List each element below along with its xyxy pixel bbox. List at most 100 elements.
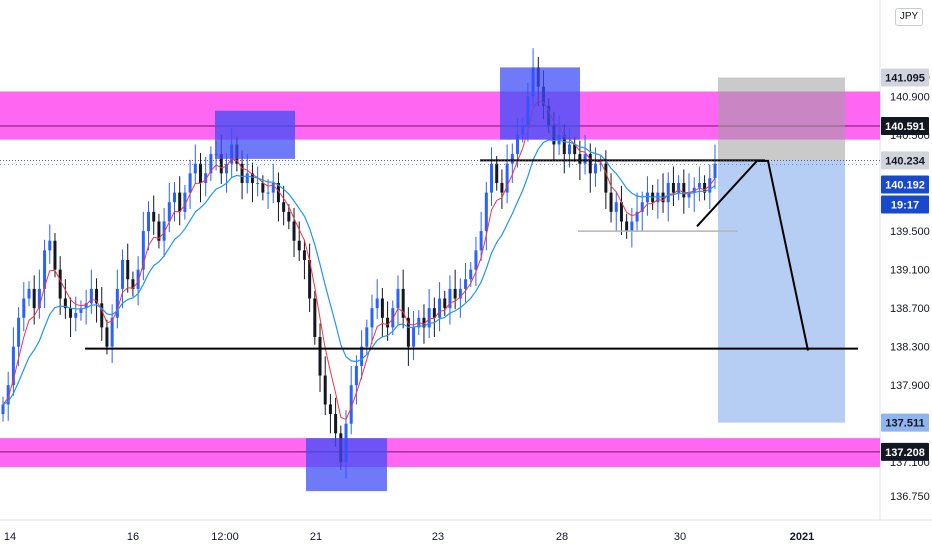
price-badge-label: 140.192 — [885, 179, 925, 191]
price-badge-label: 141.095 — [885, 73, 925, 85]
candle-body — [209, 154, 213, 174]
candle-body — [443, 298, 447, 309]
candle-body — [645, 192, 649, 203]
candle-body — [162, 221, 166, 241]
candle-body — [635, 211, 639, 222]
candle-body — [697, 182, 701, 188]
currency-button[interactable]: JPY — [895, 8, 923, 26]
price-badge — [881, 175, 929, 194]
candle-body — [386, 317, 390, 328]
y-tick-label: 138.700 — [890, 303, 930, 315]
candle-body — [593, 163, 597, 174]
fast-moving-average — [2, 100, 716, 421]
candle-body — [671, 182, 675, 193]
candle-body — [562, 134, 566, 155]
y-tick-label: 137.900 — [890, 380, 930, 392]
candle-body — [43, 250, 47, 289]
price-badge — [881, 151, 929, 170]
candle-body — [370, 308, 374, 328]
moving-averages — [2, 100, 716, 421]
candle-body — [157, 221, 161, 241]
zones-layer — [0, 77, 880, 468]
candle-body — [406, 317, 410, 347]
candle-body — [287, 211, 291, 222]
price-badge — [881, 68, 929, 87]
price-badges: 141.095 140.591 140.234 140.192 19:17 137.511… — [881, 68, 929, 461]
candle-body — [69, 308, 73, 318]
candle-body — [360, 346, 364, 366]
x-tick-label: 16 — [127, 531, 139, 543]
candle-body — [63, 298, 67, 309]
candle-body — [219, 154, 223, 174]
price-badge — [881, 195, 929, 214]
candle-body — [198, 163, 202, 183]
candle-body — [365, 327, 369, 347]
candle-body — [412, 327, 416, 347]
candle-body — [323, 375, 327, 405]
candle-body — [183, 192, 187, 212]
candle-body — [245, 173, 249, 183]
candle-body — [313, 298, 317, 338]
top-highlight-box-1 — [215, 110, 295, 159]
candle-body — [256, 182, 260, 184]
candle-body — [178, 192, 182, 212]
candle-body — [1, 404, 5, 415]
candle-body — [495, 163, 499, 183]
candle-body — [703, 182, 707, 193]
candle-body — [666, 182, 670, 203]
candle-body — [619, 202, 623, 222]
candle-body — [396, 288, 400, 309]
candle-body — [17, 317, 21, 347]
grid-lines — [0, 0, 932, 521]
price-badge — [881, 117, 929, 136]
candle-body — [432, 308, 436, 318]
candle-body — [74, 312, 78, 318]
candle-body — [318, 337, 322, 376]
candle-body — [614, 202, 618, 212]
candle-body — [713, 163, 717, 179]
candle-body — [37, 288, 41, 309]
candle-body — [573, 144, 577, 155]
take-profit-box — [718, 160, 845, 423]
candle-body — [578, 154, 582, 164]
candle-body — [453, 288, 457, 299]
top-highlight-box-2 — [500, 67, 580, 140]
candle-body — [687, 192, 691, 198]
candle-body — [131, 279, 135, 289]
candle-body — [271, 182, 275, 193]
candle-body — [438, 298, 442, 318]
candle-body — [422, 317, 426, 328]
candle-body — [167, 202, 171, 222]
x-tick-label: 12:00 — [211, 531, 239, 543]
candle-body — [328, 404, 332, 415]
y-tick-label: 136.750 — [890, 491, 930, 503]
candle-body — [224, 163, 228, 174]
price-badge — [881, 442, 929, 461]
candle-body — [173, 192, 177, 203]
candle-body — [567, 144, 571, 155]
candle-body — [261, 182, 265, 193]
candle-body — [583, 154, 587, 164]
candle-body — [126, 260, 130, 280]
stop-loss-box — [718, 77, 845, 161]
candle-body — [474, 250, 478, 270]
price-badge-label: 140.234 — [885, 155, 926, 167]
price-axis: 141.100140.900140.500139.500139.100138.7… — [890, 72, 930, 503]
candle-body — [121, 260, 125, 289]
candle-body — [505, 163, 509, 193]
candle-body — [469, 269, 473, 280]
candle-body — [458, 288, 462, 299]
candle-body — [308, 260, 312, 299]
candle-body — [464, 279, 468, 289]
y-tick-label: 140.900 — [890, 91, 930, 103]
candle-body — [188, 173, 192, 193]
candle-body — [292, 221, 296, 241]
candle-body — [27, 288, 31, 299]
x-tick-label: 14 — [4, 531, 16, 543]
price-badge-label: 19:17 — [891, 199, 919, 211]
candle-body — [677, 182, 681, 193]
time-axis: 14 16 12:00 21 23 28 30 2021 — [4, 531, 814, 543]
candle-body — [11, 346, 15, 386]
candle-body — [152, 211, 156, 222]
